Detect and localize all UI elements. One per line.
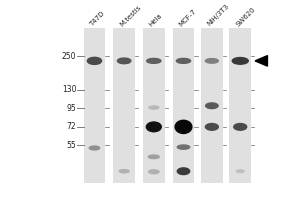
Ellipse shape xyxy=(175,120,192,133)
Bar xyxy=(201,28,223,183)
Text: NIH/3T3: NIH/3T3 xyxy=(206,3,230,27)
Text: 72: 72 xyxy=(67,122,76,131)
Ellipse shape xyxy=(148,155,159,159)
Ellipse shape xyxy=(149,106,159,109)
Text: SW620: SW620 xyxy=(235,6,256,27)
Text: 95: 95 xyxy=(67,104,76,113)
Ellipse shape xyxy=(147,58,161,63)
Ellipse shape xyxy=(119,170,129,173)
Ellipse shape xyxy=(236,170,244,173)
Text: 55: 55 xyxy=(67,141,76,150)
Bar xyxy=(113,28,135,183)
Bar xyxy=(83,28,105,183)
Ellipse shape xyxy=(117,58,131,64)
Ellipse shape xyxy=(177,168,190,175)
Ellipse shape xyxy=(206,103,218,109)
Ellipse shape xyxy=(206,124,218,130)
Ellipse shape xyxy=(89,146,100,150)
Text: 250: 250 xyxy=(62,52,76,61)
Ellipse shape xyxy=(176,58,190,63)
Ellipse shape xyxy=(234,124,247,130)
Ellipse shape xyxy=(177,145,190,149)
Polygon shape xyxy=(255,56,268,66)
Ellipse shape xyxy=(87,57,102,64)
Text: Hela: Hela xyxy=(148,12,164,27)
Bar xyxy=(229,28,251,183)
Text: T47D: T47D xyxy=(89,10,106,27)
Ellipse shape xyxy=(146,122,161,132)
Ellipse shape xyxy=(149,170,159,174)
Ellipse shape xyxy=(232,58,248,64)
Text: M.testis: M.testis xyxy=(118,4,142,27)
Ellipse shape xyxy=(206,59,218,63)
Text: MCF-7: MCF-7 xyxy=(178,8,198,27)
Bar xyxy=(172,28,194,183)
Text: 130: 130 xyxy=(62,85,76,94)
Bar xyxy=(143,28,165,183)
